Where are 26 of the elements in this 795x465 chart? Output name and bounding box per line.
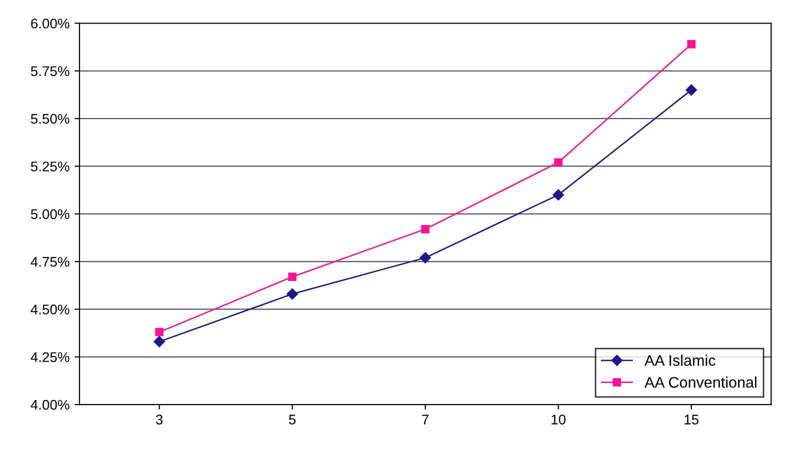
point [155,328,164,336]
x-tick-label: 3 [156,414,163,424]
y-tick-label: 4.50% [30,304,70,314]
legend-label: AA Conventional [644,376,756,388]
point [421,224,430,234]
legend-label: AA Islamic [644,354,716,366]
y-tick-label: 4.75% [30,256,70,267]
point [286,288,298,300]
x-tick-label: 7 [422,414,428,424]
point [687,40,696,48]
point [288,272,296,281]
x-tick-label: 15 [684,414,698,424]
y-tick-label: 5.00% [30,209,70,220]
y-tick-label: 5.75% [30,66,70,76]
x-tick-label: 10 [552,414,566,424]
point [686,84,697,96]
y-tick-label: 6.00% [31,18,70,28]
y-tick-label: 4.25% [30,352,70,362]
y-tick-label: 5.50% [30,114,70,124]
point [420,252,431,264]
point [554,158,562,167]
y-tick-label: 4.00% [30,400,70,410]
point [154,336,165,348]
x-tick-label: 5 [289,414,296,424]
point [552,189,564,200]
y-tick-label: 5.25% [30,162,70,172]
